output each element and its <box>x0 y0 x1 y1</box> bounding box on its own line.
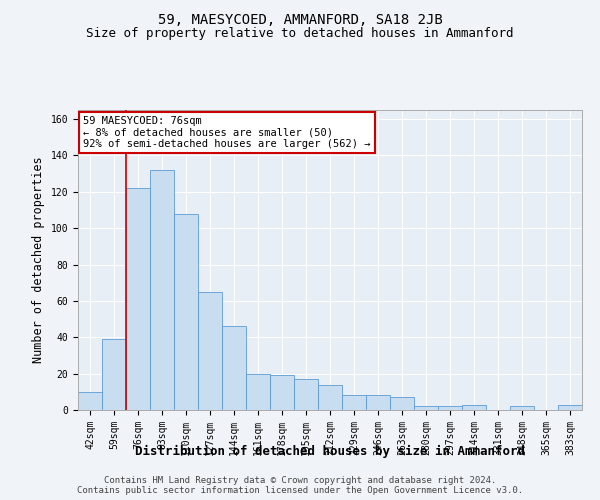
Bar <box>174 214 198 410</box>
Bar <box>342 396 366 410</box>
Bar <box>126 188 150 410</box>
Bar <box>510 406 534 410</box>
Bar <box>294 379 318 410</box>
Bar <box>150 170 174 410</box>
Bar <box>438 406 462 410</box>
Y-axis label: Number of detached properties: Number of detached properties <box>32 156 45 364</box>
Bar <box>462 404 486 410</box>
Bar <box>270 376 294 410</box>
Text: Distribution of detached houses by size in Ammanford: Distribution of detached houses by size … <box>135 444 525 458</box>
Bar <box>102 339 126 410</box>
Bar <box>246 374 270 410</box>
Bar <box>78 392 102 410</box>
Text: Size of property relative to detached houses in Ammanford: Size of property relative to detached ho… <box>86 28 514 40</box>
Text: 59 MAESYCOED: 76sqm
← 8% of detached houses are smaller (50)
92% of semi-detache: 59 MAESYCOED: 76sqm ← 8% of detached hou… <box>83 116 371 149</box>
Bar <box>558 404 582 410</box>
Bar <box>222 326 246 410</box>
Bar <box>414 406 438 410</box>
Bar <box>318 384 342 410</box>
Bar <box>198 292 222 410</box>
Text: 59, MAESYCOED, AMMANFORD, SA18 2JB: 59, MAESYCOED, AMMANFORD, SA18 2JB <box>158 12 442 26</box>
Bar <box>366 396 390 410</box>
Text: Contains HM Land Registry data © Crown copyright and database right 2024.
Contai: Contains HM Land Registry data © Crown c… <box>77 476 523 495</box>
Bar <box>390 398 414 410</box>
